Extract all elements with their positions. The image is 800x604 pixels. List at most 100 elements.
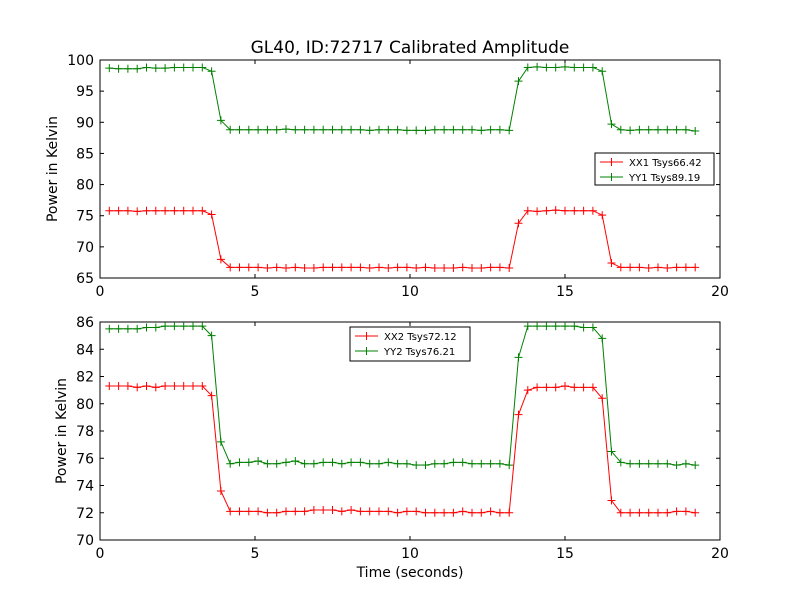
data-point [393, 459, 402, 468]
y-tick-label: 76 [76, 451, 94, 467]
data-point [542, 63, 551, 72]
legend: XX2 Tsys72.12 YY2 Tsys76.21 [349, 326, 471, 362]
data-point [598, 67, 607, 76]
data-point [114, 382, 123, 391]
data-point [644, 459, 653, 468]
data-point [198, 63, 207, 72]
data-point [486, 459, 495, 468]
data-point [616, 263, 625, 272]
data-point [272, 263, 281, 272]
data-point [607, 496, 616, 505]
data-point [189, 322, 197, 331]
data-point [607, 447, 616, 456]
data-point [216, 116, 225, 125]
x-tick-label: 0 [96, 284, 105, 300]
data-point [477, 126, 486, 135]
data-point [570, 322, 579, 331]
data-point [561, 62, 569, 71]
data-point [579, 206, 588, 215]
data-point [421, 508, 430, 517]
data-point [207, 331, 216, 340]
data-point [347, 506, 356, 515]
data-point [272, 125, 281, 134]
series-0 [105, 206, 700, 273]
y-tick-label: 100 [67, 53, 94, 69]
data-point [551, 383, 560, 392]
data-point [533, 207, 542, 216]
data-point [514, 410, 523, 419]
data-point [291, 456, 300, 465]
data-point [514, 77, 523, 86]
data-point [514, 219, 523, 228]
data-point [105, 206, 114, 215]
data-point [151, 323, 160, 332]
y-tick-label: 75 [76, 209, 94, 225]
data-point [337, 125, 346, 134]
data-point [561, 206, 569, 215]
data-point [309, 506, 318, 515]
data-point [430, 264, 439, 273]
legend-box [349, 326, 471, 362]
y-tick-label: 95 [76, 84, 94, 100]
legend-marker [362, 347, 371, 355]
data-point [523, 63, 532, 72]
data-point [486, 507, 495, 516]
x-tick-label: 20 [711, 546, 729, 562]
data-point [663, 125, 672, 134]
data-point [579, 383, 588, 392]
data-point [523, 322, 532, 331]
data-point [254, 456, 263, 465]
series-1 [105, 322, 700, 470]
data-point [347, 458, 356, 467]
data-point [207, 67, 216, 76]
data-point [561, 322, 569, 331]
data-point [495, 125, 504, 134]
data-point [449, 264, 458, 273]
data-point [244, 507, 253, 516]
data-point [440, 508, 449, 517]
data-point [681, 507, 690, 516]
data-point [170, 322, 179, 331]
data-point [161, 206, 170, 215]
data-point [607, 259, 616, 268]
data-point [421, 461, 430, 470]
data-point [263, 264, 272, 273]
data-point [282, 458, 290, 467]
data-point [170, 63, 179, 72]
data-point [551, 322, 560, 331]
data-point [254, 125, 263, 134]
data-point [319, 506, 328, 515]
data-point [356, 507, 365, 516]
data-point [421, 126, 430, 135]
data-point [161, 382, 170, 391]
data-point [635, 125, 644, 134]
data-point [365, 507, 374, 516]
data-point [468, 459, 476, 468]
data-point [430, 459, 439, 468]
data-point [495, 459, 504, 468]
data-point [319, 458, 328, 467]
legend-box [594, 152, 715, 186]
data-point [337, 459, 346, 468]
data-point [616, 125, 625, 134]
data-point [412, 507, 421, 516]
data-point [458, 263, 467, 272]
data-point [505, 461, 514, 470]
series-1 [105, 62, 700, 136]
data-point [272, 508, 281, 517]
data-point [309, 264, 318, 273]
data-point [189, 63, 197, 72]
chart-title: GL40, ID:72717 Calibrated Amplitude [251, 38, 570, 58]
data-point [644, 125, 653, 134]
legend: XX1 Tsys66.42 YY1 Tsys89.19 [594, 152, 715, 186]
data-point [393, 263, 402, 272]
data-point [319, 125, 328, 134]
data-point [570, 63, 579, 72]
data-point [570, 206, 579, 215]
data-point [151, 383, 160, 392]
data-point [523, 206, 532, 215]
y-tick-label: 86 [76, 315, 94, 331]
data-point [114, 206, 123, 215]
bottom-panel: 0 5 10 15 20 70 72 74 76 78 80 82 84 86 Power in Kelvi… [54, 315, 729, 562]
